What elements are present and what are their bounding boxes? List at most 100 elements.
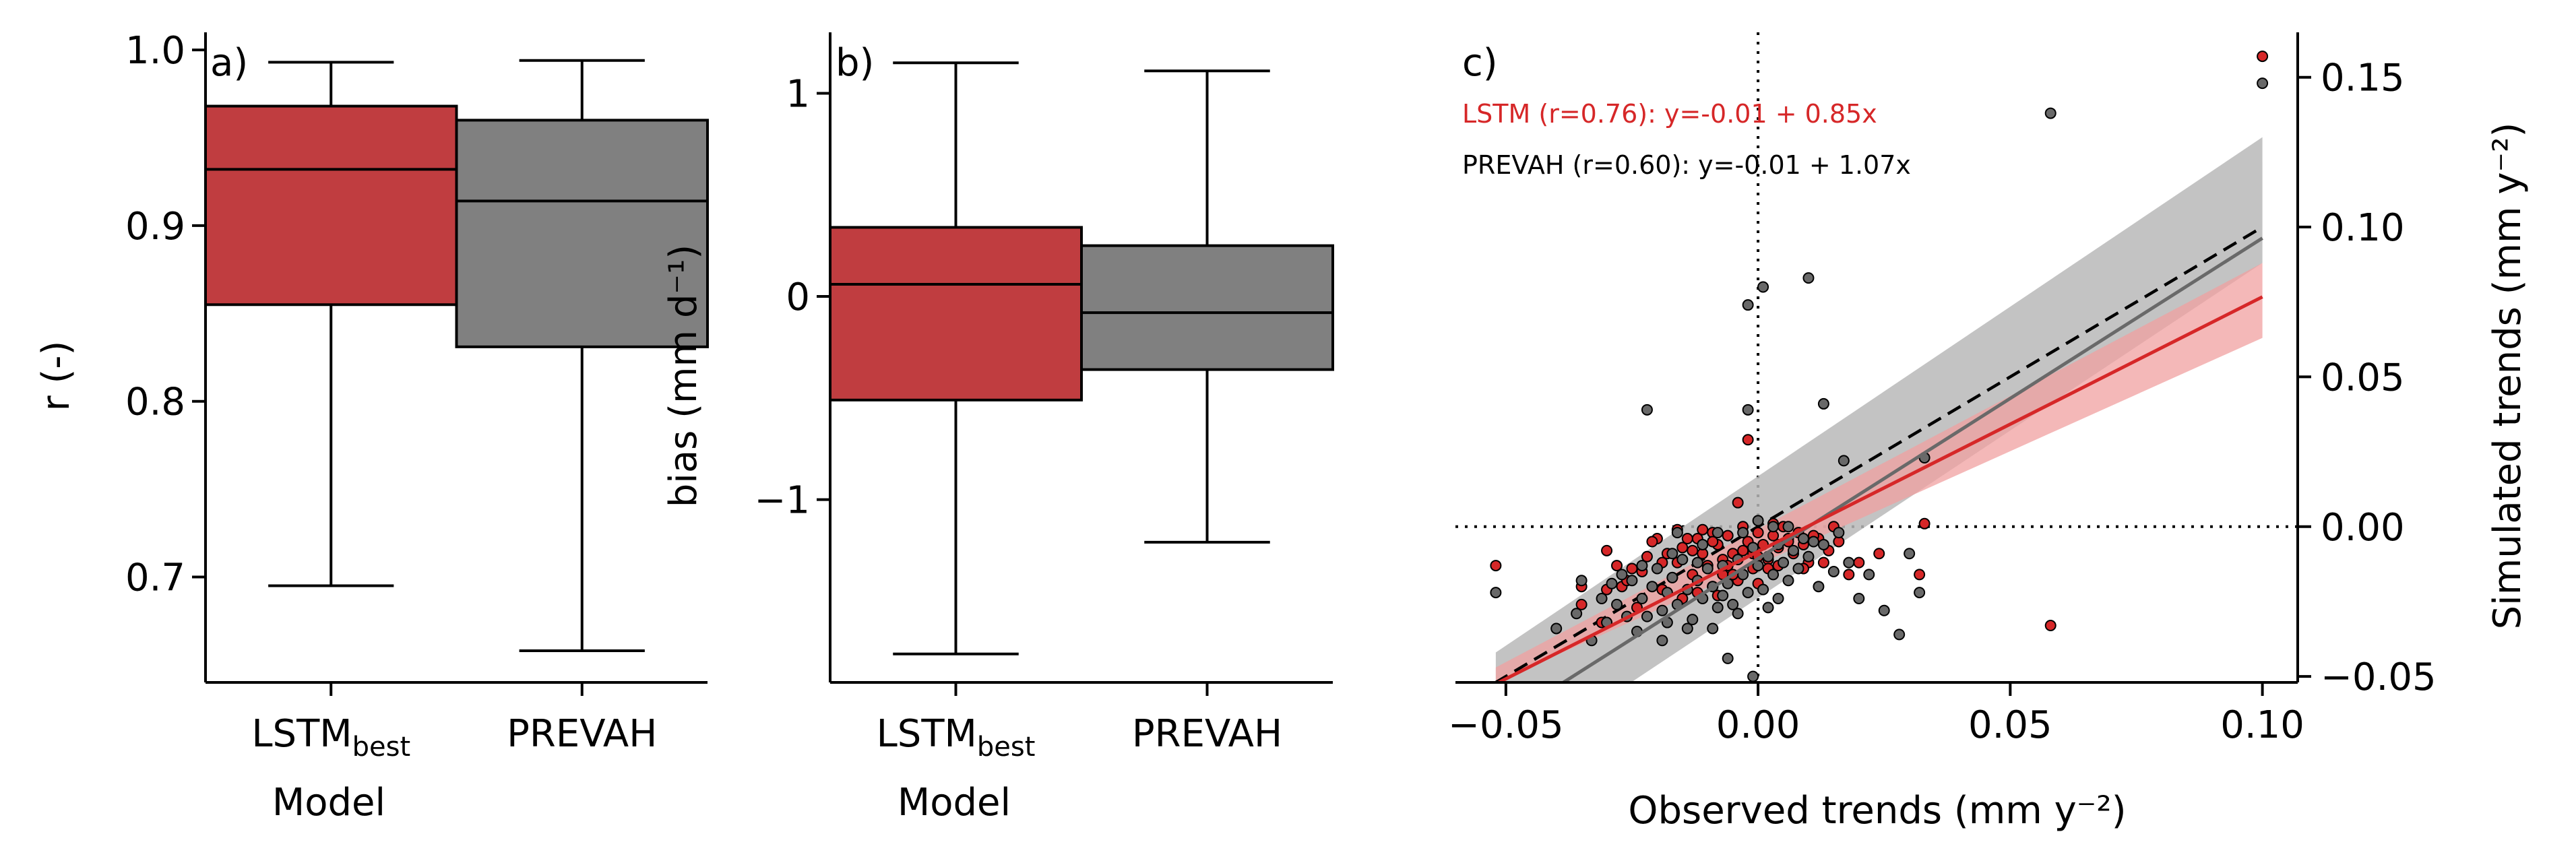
panel-a-category-label: LSTMbest [251,712,410,763]
panel-c-point-prevah [1490,587,1502,599]
panel-c-ylabel: Simulated trends (mm y⁻²) [2486,123,2530,630]
panel-c-point-prevah [1681,622,1693,635]
panel-b-box-body [1080,244,1334,371]
panel-c-point-prevah [1802,550,1815,563]
panel-b-plot: −1 0 1 LSTMbest PREVAH [754,32,1334,763]
panel-c-point-prevah [1782,575,1794,587]
panel-c-point-lstm [1918,517,1930,529]
panel-c-point-lstm [1641,550,1653,563]
panel-c-point-prevah [1701,563,1714,575]
panel-c-point-prevah [1606,577,1618,589]
panel-c-point-prevah [1752,515,1764,527]
panel-c-fit-line-lstm [1495,295,2263,682]
panel-c-point-prevah [1550,622,1563,635]
panel-a-box-1 [204,61,458,587]
panel-b-box-2 [1080,69,1334,544]
panel-b-ylabel: bias (mm d⁻¹) [662,245,705,508]
panel-c-point-prevah [1711,602,1724,614]
panel-a-category-label: PREVAH [507,712,657,756]
panel-c-point-prevah [1656,635,1668,647]
panel-c-point-prevah [1691,556,1703,569]
panel-c-point-prevah [1893,629,1906,641]
panel-c-point-prevah [1757,583,1769,596]
panel-a: 0.7 0.8 0.9 1.0 LSTMbest PREVAH a) Model r (-… [34,29,709,825]
panel-c-point-prevah [1641,610,1653,622]
panel-c-point-prevah [1817,538,1829,550]
panel-c-point-prevah [1656,604,1668,616]
panel-c-x-tick-label: 0.05 [1968,703,2052,747]
panel-a-y-tick-label: 0.8 [125,381,185,424]
panel-c-point-prevah [1636,560,1648,572]
panel-b-label: b) [836,41,874,85]
panel-c-point-lstm [1611,560,1623,572]
panel-c-annotation-lstm: LSTM (r=0.76): y=-0.01 + 0.85x [1462,99,1877,129]
panel-c-point-prevah [1626,575,1638,587]
panel-c-point-prevah [1666,571,1678,583]
panel-c-point-prevah [1878,604,1890,616]
panel-c-label: c) [1462,41,1498,85]
panel-a-box-2 [455,59,709,653]
panel-c-point-prevah [1646,581,1658,593]
panel-c-point-lstm [1687,544,1699,556]
panel-c-y-tick-label: 0.10 [2321,206,2405,250]
panel-c-point-lstm [1752,527,1764,539]
panel-b-xlabel: Model [898,781,1011,825]
panel-c-point-prevah [1687,614,1699,626]
panel-c-point-prevah [2257,77,2269,90]
panel-c-point-lstm [1697,523,1709,536]
panel-c-point-prevah [1904,548,1916,560]
panel-c-point-lstm [1626,563,1638,575]
panel-c-point-prevah [1571,608,1583,620]
panel-c-point-lstm [1737,544,1749,556]
panel-c-point-prevah [1697,538,1709,550]
panel-c-point-lstm [1707,536,1719,548]
panel-c-point-lstm [1732,496,1744,509]
panel-a-y-tick-label: 0.7 [125,556,185,600]
panel-a-label: a) [210,41,248,85]
panel-a-box-body [204,104,458,307]
panel-b-y-tick-label: −1 [754,479,810,523]
panel-a-y-tick-label: 1.0 [125,29,185,73]
panel-c-point-prevah [1843,556,1855,569]
panel-c-point-lstm [1490,560,1502,572]
panel-c-point-prevah [1778,556,1790,569]
panel-c-point-lstm [1914,569,1926,581]
panel-c-point-prevah [1757,281,1769,293]
panel-c-point-prevah [1742,299,1754,311]
panel-c-point-lstm [1676,542,1689,554]
panel-c-x-tick-label: −0.05 [1448,703,1564,747]
panel-c-point-prevah [1707,622,1719,635]
panel-c-y-tick-label: 0.15 [2321,57,2405,100]
panel-c-point-prevah [1802,272,1815,284]
panel-c-point-lstm [1873,548,1885,560]
panel-c-point-lstm [1853,556,1865,569]
panel-c-point-prevah [1762,602,1774,614]
panel-a-ylabel: r (-) [34,341,78,412]
panel-c-point-prevah [1792,563,1804,575]
panel-c-point-prevah [1616,569,1628,581]
panel-a-box-body [455,119,709,348]
panel-c-point-lstm [2044,620,2056,632]
panel-c-point-prevah [1863,569,1875,581]
panel-c-point-lstm [1575,598,1588,610]
panel-c-point-prevah [1727,598,1739,610]
panel-c-point-prevah [1817,397,1829,410]
panel-c-plot: −0.05 0.00 0.05 0.10 −0.05 0.00 0.05 0.10 0.15 [1448,32,2437,747]
panel-c-point-prevah [1651,563,1663,575]
panel-c-point-lstm [1742,434,1754,446]
panel-c-point-lstm [1601,544,1613,556]
panel-a-plot: 0.7 0.8 0.9 1.0 LSTMbest PREVAH [125,29,709,763]
panel-c-point-lstm [1843,569,1855,581]
panel-c-point-prevah [1747,670,1759,682]
panel-b-box-body [829,226,1083,402]
panel-c-y-tick-label: 0.05 [2321,356,2405,399]
panel-c-point-prevah [1711,527,1724,539]
panel-c-point-prevah [1611,598,1623,610]
panel-c-y-tick-label: 0.00 [2321,506,2405,550]
panel-c-point-lstm [1646,536,1658,548]
panel-c-point-prevah [1742,404,1754,416]
panel-c-annotation-prevah: PREVAH (r=0.60): y=-0.01 + 1.07x [1462,150,1911,180]
panel-c-fit-line-prevah [1560,236,2263,682]
panel-b-category-label: PREVAH [1132,712,1282,756]
panel-c-point-lstm [1722,529,1734,542]
